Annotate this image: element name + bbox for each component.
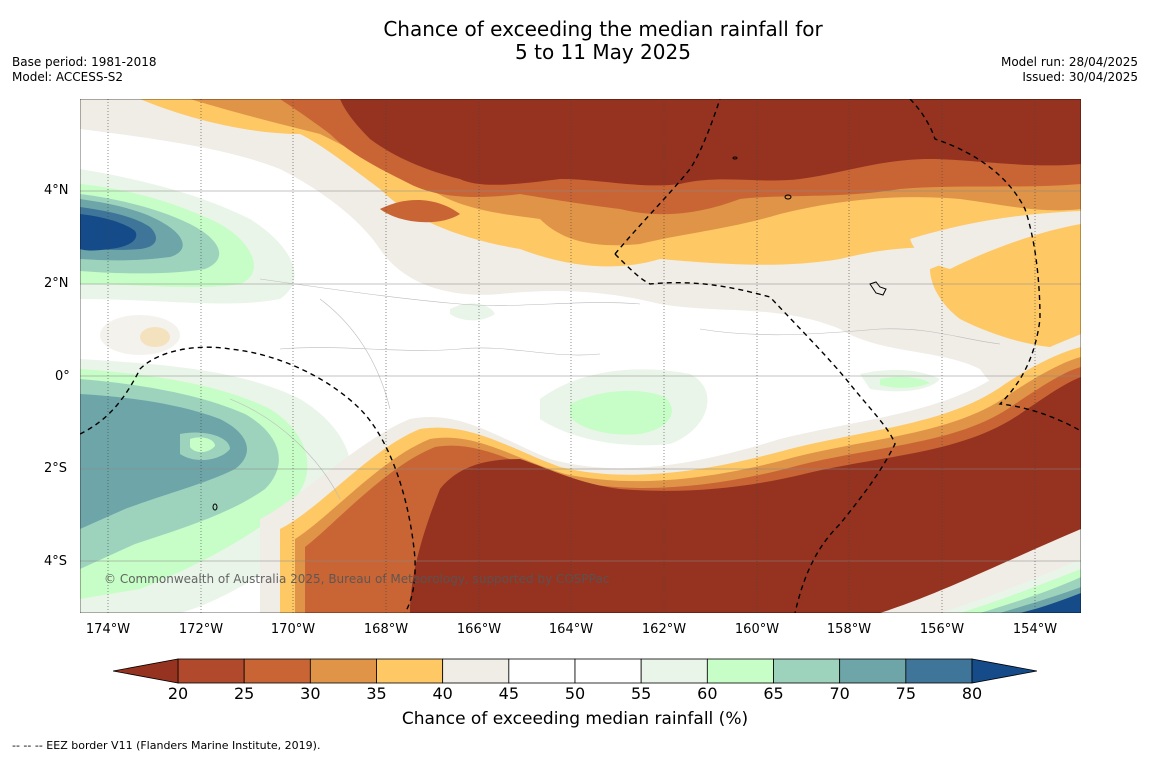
base-period: Base period: 1981-2018 [12,55,157,69]
mid-wet-60 [450,303,495,321]
west-south-65-inner [190,437,215,453]
colorbar-segment [574,658,642,684]
colorbar-tick-label: 20 [167,684,189,703]
colorbar-tick-label: 45 [498,684,520,703]
east-patch-40 [910,211,1081,269]
model-run: Model run: 28/04/2025 [1000,55,1138,69]
lon-label: 174°W [85,622,131,637]
lon-label: 154°W [1012,622,1058,637]
colorbar-tick-label: 55 [630,684,652,703]
lon-label: 156°W [919,622,965,637]
small-patch-40 [100,315,180,355]
chart-title: Chance of exceeding the median rainfall … [0,18,1150,64]
south-band-20 [410,377,1081,613]
north-band-20 [340,99,1081,186]
colorbar-low-extension [113,658,179,684]
colorbar [113,658,1037,684]
meta-right: Model run: 28/04/2025 Issued: 30/04/2025 [1001,55,1138,85]
map-canvas [80,99,1081,613]
lat-label: 4°S [44,554,68,569]
lon-label: 170°W [270,622,316,637]
colorbar-high-extension [971,658,1037,684]
colorbar-segment [640,658,708,684]
lon-label: 162°W [641,622,687,637]
title-line-1: Chance of exceeding the median rainfall … [383,17,823,41]
colorbar-segment [508,658,576,684]
lat-label: 4°N [44,183,69,198]
colorbar-tick-label: 70 [829,684,850,703]
islands [212,156,887,511]
colorbar-segment [376,658,444,684]
lon-label: 166°W [456,622,502,637]
copyright-text: © Commonwealth of Australia 2025, Bureau… [104,572,610,586]
west-south-75 [80,394,247,529]
colorbar-segment [706,658,774,684]
eez-footnote: -- -- -- EEZ border V11 (Flanders Marine… [12,739,321,752]
contour-lines [229,278,1001,500]
colorbar-tick-label: 25 [233,684,255,703]
north-band-35-patch [580,217,640,238]
colorbar-tick-label: 35 [366,684,387,703]
rainfall-map [80,99,1081,613]
colorbar-tick-label: 50 [564,684,586,703]
colorbar-tick-label: 75 [895,684,917,703]
colorbar-segment [243,658,311,684]
south-patch-25 [330,523,380,551]
title-line-2: 5 to 11 May 2025 [515,40,691,64]
lon-label: 164°W [548,622,594,637]
lon-label: 158°W [826,622,872,637]
colorbar-tick-label: 30 [300,684,321,703]
lon-label: 172°W [178,622,224,637]
colorbar-segment [905,658,973,684]
colorbar-tick-label: 80 [961,684,983,703]
eez-borders [80,99,1081,613]
lon-label: 168°W [363,622,409,637]
lon-label: 160°W [734,622,780,637]
meta-left: Base period: 1981-2018 Model: ACCESS-S2 [12,55,157,85]
se-wet-above80 [1020,593,1081,613]
lat-label: 2°S [44,461,68,476]
colorbar-tick-label: 65 [763,684,784,703]
colorbar-tick-label: 60 [697,684,718,703]
lat-label: 0° [55,369,70,384]
colorbar-segment [309,658,377,684]
west-wet-above80 [80,214,137,251]
east-wet-65 [880,376,930,388]
colorbar-segment [839,658,907,684]
model-name: Model: ACCESS-S2 [12,70,124,84]
colorbar-segment [442,658,510,684]
lat-label: 2°N [44,276,69,291]
colorbar-segment [177,658,245,684]
colorbar-segment [773,658,841,684]
lat-gridlines [80,190,1081,562]
issued-date: Issued: 30/04/2025 [1022,70,1138,84]
north-band-25-patch [380,199,460,223]
colorbar-tick-label: 40 [432,684,453,703]
colorbar-label: Chance of exceeding median rainfall (%) [401,709,749,729]
central-wet-65 [570,390,672,435]
